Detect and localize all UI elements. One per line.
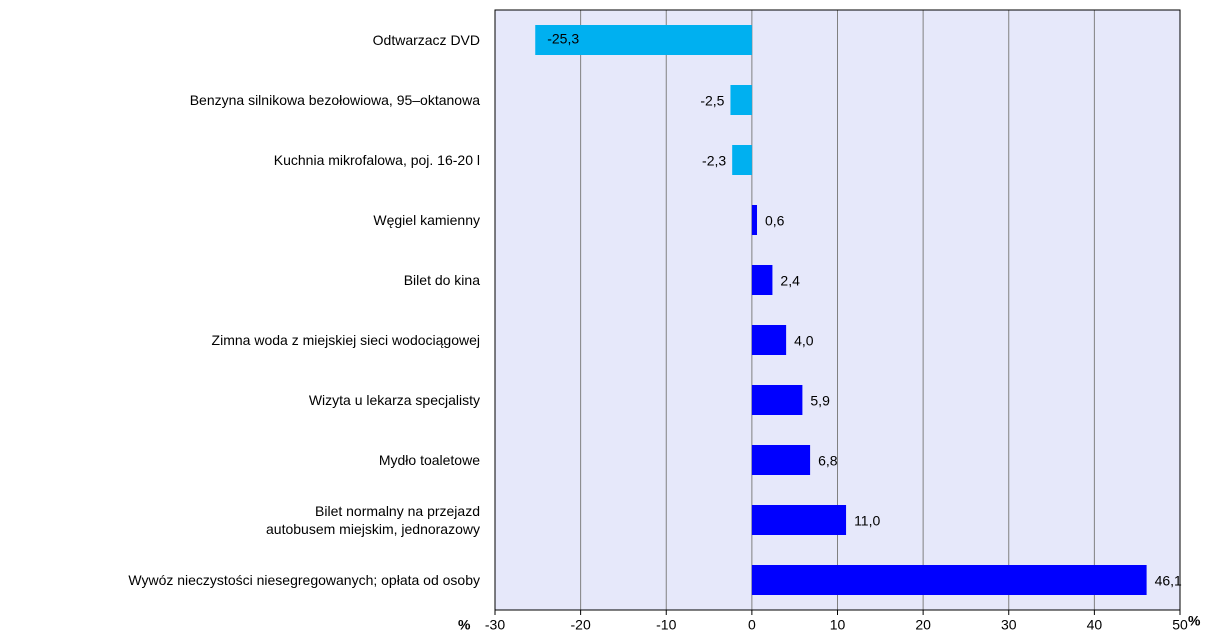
category-label: Bilet normalny na przejazd autobusem mie… (266, 503, 480, 537)
value-label: 11,0 (854, 513, 880, 529)
value-label: -2,5 (700, 93, 724, 109)
x-tick-label: -30 (485, 617, 505, 633)
category-label: Bilet do kina (403, 272, 480, 288)
category-label: Wizyta u lekarza specjalisty (308, 392, 480, 408)
x-tick-label: 20 (915, 617, 931, 633)
x-tick-label: 30 (1001, 617, 1017, 633)
category-label: Benzyna silnikowa bezołowiowa, 95–oktano… (189, 92, 480, 108)
bar (535, 25, 752, 55)
value-label: 2,4 (780, 273, 800, 289)
x-tick-label: -10 (656, 617, 676, 633)
x-unit-left: % (458, 617, 471, 633)
bar (730, 85, 752, 115)
value-label: 6,8 (818, 453, 838, 469)
plot-border (494, 9, 1181, 611)
x-tick-label: 50 (1172, 617, 1188, 633)
category-label: Zimna woda z miejskiej sieci wodociągowe… (211, 332, 480, 348)
category-label: Węgiel kamienny (373, 212, 480, 228)
value-label: -2,3 (702, 153, 726, 169)
bar (751, 325, 787, 355)
category-label: Odtwarzacz DVD (372, 32, 480, 48)
bar (732, 145, 752, 175)
value-label: 5,9 (810, 393, 830, 409)
bar (751, 205, 758, 235)
bar (751, 445, 811, 475)
category-label: Kuchnia mikrofalowa, poj. 16-20 l (273, 152, 480, 168)
bar (751, 265, 773, 295)
value-label: -25,3 (547, 31, 579, 47)
value-label: 0,6 (765, 213, 785, 229)
x-tick-label: -20 (571, 617, 591, 633)
bar (751, 505, 847, 535)
x-tick-label: 40 (1087, 617, 1103, 633)
bar (751, 565, 1147, 595)
bar (751, 385, 803, 415)
category-label: Wywóz nieczystości niesegregowanych; opł… (128, 572, 480, 588)
value-label: 4,0 (794, 333, 814, 349)
x-tick-label: 10 (830, 617, 846, 633)
x-tick-label: 0 (748, 617, 756, 633)
category-label: Mydło toaletowe (378, 452, 480, 468)
value-label: 46,1 (1155, 573, 1182, 589)
x-unit-right: % (1188, 613, 1201, 629)
